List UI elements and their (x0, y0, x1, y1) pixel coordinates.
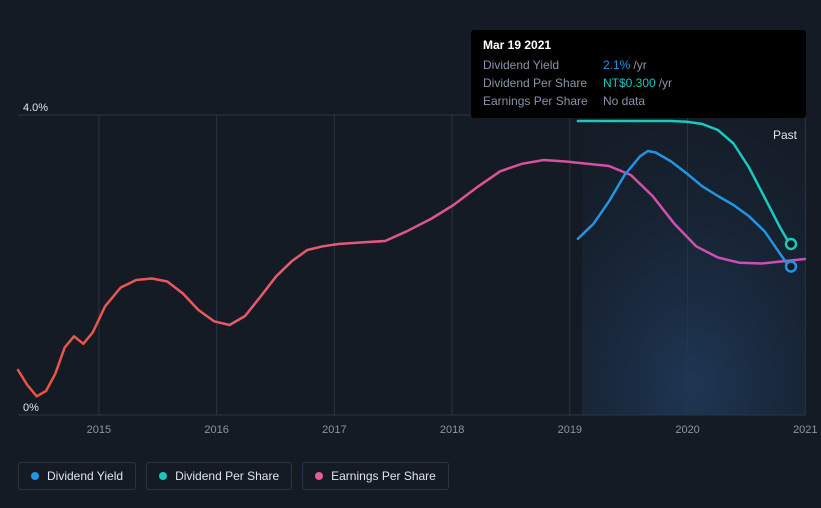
x-tick-label: 2021 (793, 424, 817, 436)
tooltip-row: Earnings Per ShareNo data (483, 92, 794, 110)
x-tick-label: 2019 (558, 424, 582, 436)
x-tick-label: 2018 (440, 424, 464, 436)
y-tick-label: 0% (23, 402, 39, 414)
tooltip-label: Dividend Yield (483, 56, 603, 74)
legend-label: Earnings Per Share (331, 469, 436, 483)
tooltip-label: Earnings Per Share (483, 92, 603, 110)
tooltip-unit: /yr (633, 56, 646, 74)
legend-item[interactable]: Dividend Yield (18, 462, 136, 490)
tooltip-date: Mar 19 2021 (483, 38, 794, 52)
hover-tooltip: Mar 19 2021 Dividend Yield2.1%/yrDividen… (471, 30, 806, 118)
legend-dot (31, 472, 39, 480)
x-tick-label: 2020 (675, 424, 699, 436)
tooltip-value: No data (603, 92, 645, 110)
legend-label: Dividend Per Share (175, 469, 279, 483)
legend-item[interactable]: Earnings Per Share (302, 462, 449, 490)
tooltip-unit: /yr (659, 74, 672, 92)
tooltip-value: 2.1% (603, 56, 630, 74)
legend-dot (159, 472, 167, 480)
series-end-marker (786, 239, 796, 249)
y-tick-label: 4.0% (23, 102, 48, 114)
x-tick-label: 2016 (204, 424, 228, 436)
legend-dot (315, 472, 323, 480)
legend: Dividend Yield Dividend Per Share Earnings… (18, 462, 449, 490)
legend-item[interactable]: Dividend Per Share (146, 462, 292, 490)
x-tick-label: 2017 (322, 424, 346, 436)
tooltip-row: Dividend Yield2.1%/yr (483, 56, 794, 74)
tooltip-label: Dividend Per Share (483, 74, 603, 92)
tooltip-row: Dividend Per ShareNT$0.300/yr (483, 74, 794, 92)
series-end-marker (786, 262, 796, 272)
tooltip-value: NT$0.300 (603, 74, 656, 92)
past-label: Past (773, 128, 798, 142)
x-tick-label: 2015 (87, 424, 111, 436)
legend-label: Dividend Yield (47, 469, 123, 483)
